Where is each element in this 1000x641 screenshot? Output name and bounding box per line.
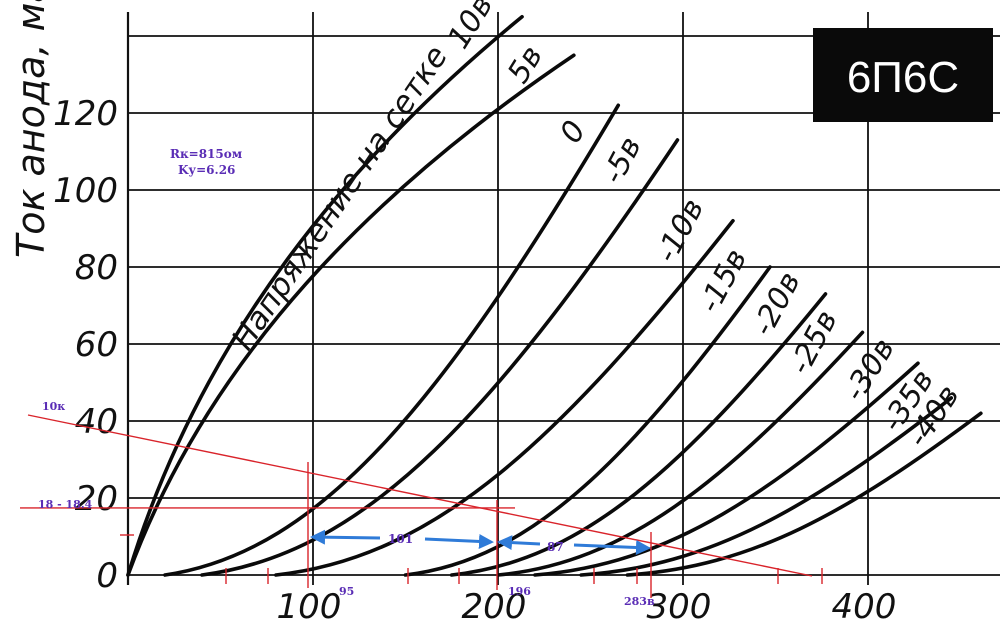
y-tick-label-0: 0 <box>96 556 118 596</box>
curve--30в <box>533 361 920 577</box>
curve-label-5в: 5в <box>501 40 550 90</box>
ku-annotation: Kу=6.26 <box>178 163 235 177</box>
curve-10в <box>126 14 524 577</box>
rk-annotation: Rк=815ом <box>170 147 243 161</box>
curve--35в <box>579 396 954 577</box>
x-tick-label-300: 300 <box>647 587 712 627</box>
swing-right-arrow-b <box>573 540 651 556</box>
load-line-group <box>20 414 823 598</box>
swing-right-arrow-a <box>497 535 541 551</box>
operating-current-label: 18 - 18.4 <box>38 498 93 511</box>
grid: 0 20 40 60 80 100 120 100 200 300 400 <box>53 12 1000 627</box>
y-tick-label-100: 100 <box>53 171 118 211</box>
y-tick-label-80: 80 <box>75 248 118 288</box>
curve-label--15в: -15в <box>692 243 754 318</box>
x-tick-label-200: 200 <box>462 587 527 627</box>
x-tick-label-400: 400 <box>832 587 897 627</box>
curve--5в <box>200 138 680 577</box>
marker-283-label: 283в <box>624 595 655 608</box>
curve-5в <box>126 53 576 577</box>
marker-95-label: 95 <box>339 585 354 598</box>
y-tick-label-40: 40 <box>75 402 118 442</box>
y-tick-label-120: 120 <box>53 94 118 134</box>
curve-label--20в: -20в <box>746 266 808 341</box>
load-line-label: 10к <box>42 400 65 413</box>
curve--40в <box>625 411 983 577</box>
grid-voltage-family-label: Напряжение на сетке <box>225 39 455 356</box>
curve--15в <box>403 265 772 577</box>
y-axis-label: Ток анода, ма <box>9 0 53 258</box>
swing-left-label: 101 <box>388 532 413 546</box>
tube-badge-label: 6П6С <box>847 53 959 102</box>
curve-label--5в: -5в <box>596 131 649 189</box>
tube-badge <box>813 28 993 122</box>
swing-left-arrow-a <box>310 529 381 545</box>
curve-label-0: 0 <box>553 115 593 150</box>
curve-label-10в: 10в <box>441 0 500 55</box>
marker-196-label: 196 <box>508 585 531 598</box>
curve--25в <box>496 330 865 577</box>
y-tick-label-60: 60 <box>75 325 118 365</box>
curve-0 <box>163 103 621 577</box>
curve-label--25в: -25в <box>783 305 845 380</box>
load-line <box>27 414 813 577</box>
y-tick-label-20: 20 <box>75 479 118 519</box>
swing-right-label: 87 <box>547 540 564 554</box>
swing-left-arrow-b <box>424 533 494 549</box>
curve--10в <box>274 219 735 577</box>
curve--20в <box>449 292 828 577</box>
x-tick-label-100: 100 <box>277 587 342 627</box>
swing-arrows <box>310 529 651 556</box>
